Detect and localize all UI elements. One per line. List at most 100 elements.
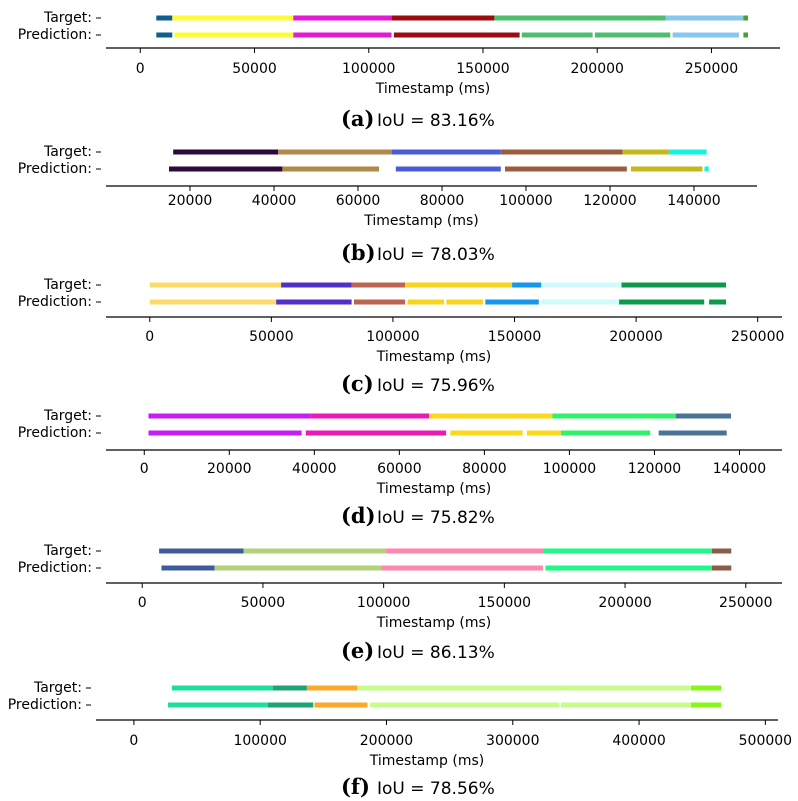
- prediction-segment: [293, 32, 392, 38]
- target-segment: [675, 413, 731, 419]
- caption-iou: IoU = 83.16%: [377, 111, 495, 131]
- caption: (a) IoU = 83.16%: [341, 106, 495, 131]
- prediction-segment: [156, 32, 173, 38]
- row-label-target: Target:: [43, 543, 92, 559]
- x-tick-label: 100000: [543, 461, 596, 477]
- prediction-segment: [395, 166, 501, 172]
- prediction-segment: [381, 565, 543, 571]
- prediction-segment: [393, 32, 520, 38]
- x-axis-label: Timestamp (ms): [376, 349, 491, 365]
- prediction-segment: [521, 32, 593, 38]
- panel-e: Target:Prediction: 0 50000 100000 150000 2000…: [18, 543, 782, 663]
- x-tick-label: 100000: [357, 595, 410, 611]
- target-segment: [159, 548, 244, 554]
- row-label-target: Target:: [43, 144, 92, 160]
- prediction-segment: [631, 166, 703, 172]
- prediction-segment: [314, 702, 368, 708]
- x-tick-label: 50000: [249, 329, 294, 345]
- row-label-prediction: Prediction:: [18, 425, 92, 441]
- x-axis-label: Timestamp (ms): [375, 81, 490, 97]
- x-tick-label: 250000: [731, 329, 784, 345]
- target-segment: [743, 15, 748, 21]
- prediction-segment: [690, 702, 722, 708]
- target-segment: [391, 15, 495, 21]
- prediction-segment: [148, 430, 302, 436]
- prediction-segment: [658, 430, 727, 436]
- prediction-segment: [161, 565, 215, 571]
- prediction-segment: [214, 565, 382, 571]
- x-tick-label: 500000: [739, 733, 792, 749]
- x-tick-label: 300000: [486, 733, 539, 749]
- caption: (e) IoU = 86.13%: [341, 638, 495, 663]
- x-tick-label: 0: [129, 733, 138, 749]
- x-tick-label: 0: [138, 595, 147, 611]
- caption: (d) IoU = 75.82%: [341, 503, 495, 528]
- prediction-segment: [370, 702, 560, 708]
- prediction-segment: [169, 166, 283, 172]
- prediction-segment: [709, 299, 727, 305]
- caption-iou: IoU = 75.82%: [377, 508, 495, 528]
- caption: (f) IoU = 78.56%: [341, 774, 495, 799]
- x-tick-label: 140000: [713, 461, 766, 477]
- prediction-segment: [407, 299, 444, 305]
- x-tick-label: 200000: [570, 61, 623, 77]
- prediction-segment: [168, 702, 268, 708]
- prediction-segment: [619, 299, 705, 305]
- x-tick-label: 100000: [366, 329, 419, 345]
- prediction-segment: [267, 702, 314, 708]
- x-tick-label: 80000: [420, 193, 465, 209]
- prediction-segment: [354, 299, 406, 305]
- target-segment: [149, 282, 282, 288]
- x-tick-label: 0: [145, 329, 154, 345]
- prediction-segment: [149, 299, 277, 305]
- row-label-prediction: Prediction:: [18, 27, 92, 43]
- prediction-segment: [541, 299, 620, 305]
- target-segment: [272, 685, 307, 691]
- x-axis-label: Timestamp (ms): [376, 481, 491, 497]
- row-label-target: Target:: [43, 10, 92, 26]
- caption-letter: (f): [341, 774, 370, 799]
- x-tick-label: 20000: [207, 461, 252, 477]
- caption: (b) IoU = 78.03%: [341, 240, 495, 265]
- target-segment: [171, 685, 273, 691]
- panel-d: Target:Prediction: 0 20000 40000 60000 80000 1…: [18, 408, 782, 528]
- prediction-segment: [446, 299, 483, 305]
- caption: (c) IoU = 75.96%: [341, 371, 495, 396]
- row-label-target: Target:: [43, 408, 92, 424]
- row-label-target: Target:: [33, 680, 82, 696]
- target-segment: [357, 685, 691, 691]
- x-tick-label: 150000: [478, 595, 531, 611]
- prediction-segment: [672, 32, 739, 38]
- prediction-segment: [704, 166, 709, 172]
- caption-letter: (d): [341, 503, 376, 528]
- x-tick-label: 0: [140, 461, 149, 477]
- target-segment: [543, 548, 712, 554]
- target-segment: [281, 282, 352, 288]
- target-segment: [668, 149, 707, 155]
- target-segment: [306, 685, 358, 691]
- target-segment: [243, 548, 386, 554]
- x-axis-label: Timestamp (ms): [376, 615, 491, 631]
- target-segment: [148, 413, 311, 419]
- x-tick-label: 60000: [336, 193, 381, 209]
- x-tick-label: 100000: [233, 733, 286, 749]
- target-segment: [500, 149, 623, 155]
- target-segment: [172, 15, 294, 21]
- panel-a: Target:Prediction: 0 50000 100000 150000 2000…: [18, 10, 780, 131]
- caption-letter: (c): [341, 371, 374, 396]
- prediction-segment: [545, 565, 712, 571]
- x-tick-label: 20000: [168, 193, 213, 209]
- row-label-prediction: Prediction:: [18, 161, 92, 177]
- panel-f: Target:Prediction: 0 100000 200000 300000 400…: [8, 680, 792, 799]
- target-segment: [310, 413, 430, 419]
- row-label-prediction: Prediction:: [8, 697, 82, 713]
- prediction-segment: [560, 430, 651, 436]
- target-segment: [512, 282, 542, 288]
- target-segment: [690, 685, 722, 691]
- prediction-segment: [485, 299, 539, 305]
- x-tick-label: 150000: [488, 329, 541, 345]
- target-segment: [156, 15, 173, 21]
- x-tick-label: 100000: [342, 61, 395, 77]
- target-segment: [621, 282, 727, 288]
